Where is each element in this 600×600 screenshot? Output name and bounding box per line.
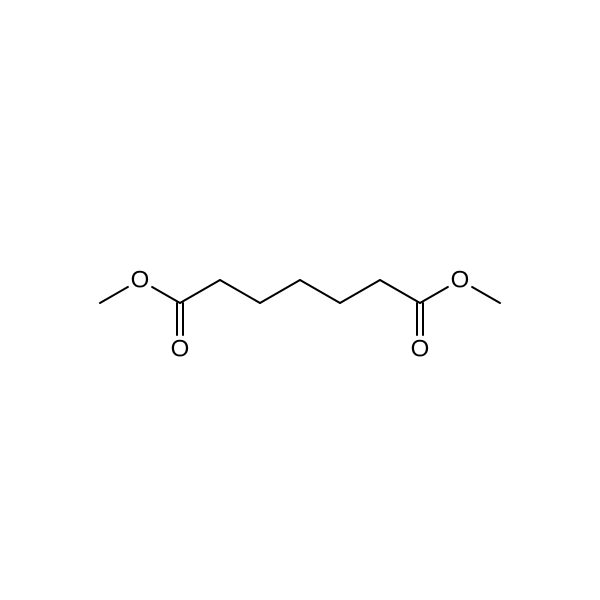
bond-line: [380, 280, 420, 303]
bond-line: [260, 280, 300, 303]
atom-label-o: O: [451, 267, 470, 294]
bond-line: [220, 280, 260, 303]
bonds-group: [100, 280, 500, 335]
atom-label-o: O: [171, 336, 190, 363]
atom-label-o: O: [411, 336, 430, 363]
bond-line: [420, 287, 448, 303]
bond-line: [152, 287, 180, 303]
bond-line: [180, 280, 220, 303]
bond-line: [300, 280, 340, 303]
atom-label-o: O: [131, 267, 150, 294]
bond-line: [100, 287, 128, 303]
bond-line: [472, 287, 500, 303]
molecule-diagram: O O O O: [0, 0, 600, 600]
bond-line: [340, 280, 380, 303]
